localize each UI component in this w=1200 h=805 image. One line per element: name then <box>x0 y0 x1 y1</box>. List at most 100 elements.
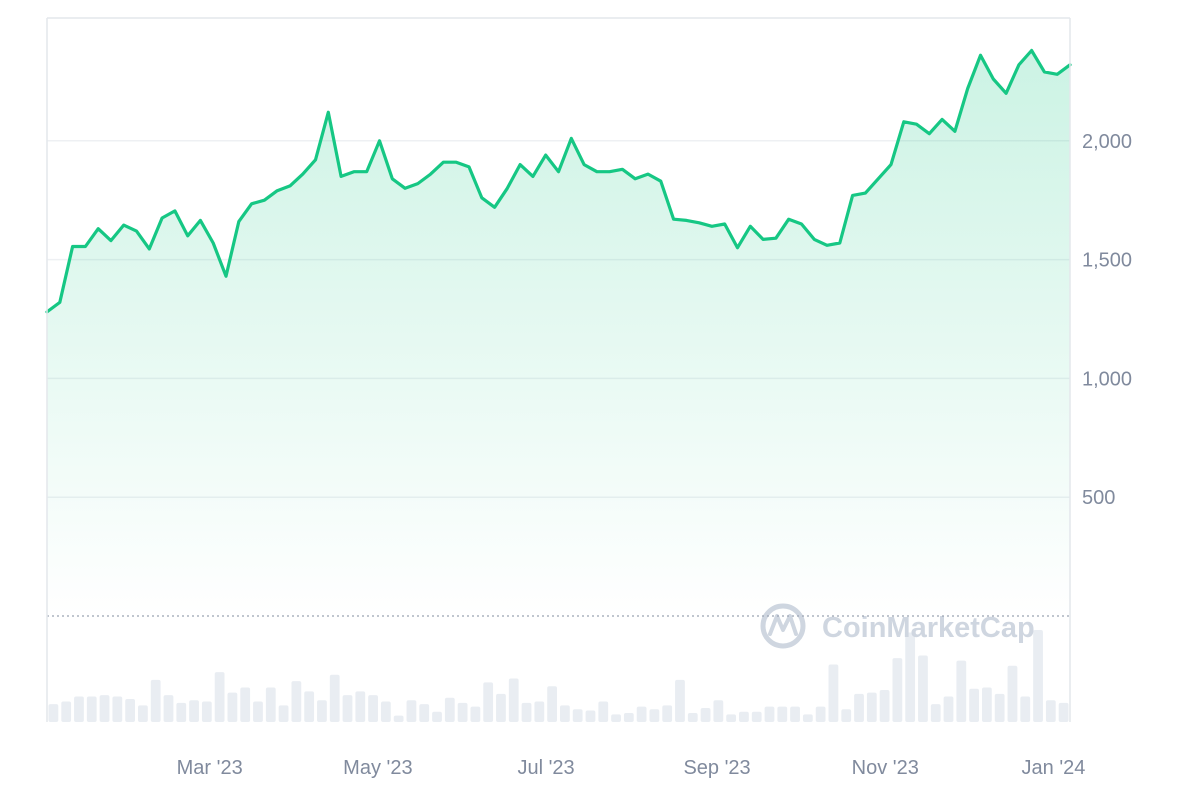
volume-bar <box>751 711 762 722</box>
volume-bar <box>649 709 660 722</box>
volume-bar <box>496 693 506 722</box>
volume-bar <box>905 632 916 722</box>
volume-bar <box>508 678 519 722</box>
x-tick-label: Sep '23 <box>683 757 750 779</box>
volume-bar <box>547 686 557 722</box>
volume-bar <box>317 700 327 722</box>
x-axis-ticks: Mar '23 May '23 Jul '23 Sep '23 Nov '23 Jan '… <box>177 757 1086 779</box>
x-tick-label: Jul '23 <box>517 757 574 779</box>
volume-bar <box>1045 700 1056 722</box>
volume-bar <box>534 701 545 722</box>
volume-bar <box>86 696 97 722</box>
volume-bar <box>176 702 187 722</box>
plot-frame <box>46 17 1071 722</box>
volume-bar <box>828 664 839 722</box>
volume-bar <box>61 701 72 722</box>
volume-bar <box>994 693 1005 722</box>
price-area-fill <box>47 50 1070 616</box>
volume-bar <box>943 696 954 722</box>
volume-bar <box>150 679 161 722</box>
volume-bar <box>1020 696 1031 722</box>
volume-bars <box>48 630 1069 722</box>
y-tick-label: 1,000 <box>1082 368 1132 390</box>
volume-bar <box>419 704 430 722</box>
volume-bar <box>355 691 366 722</box>
volume-bar <box>636 706 647 722</box>
volume-bar <box>74 696 84 722</box>
volume-bar <box>470 706 481 722</box>
y-tick-label: 500 <box>1082 487 1115 509</box>
volume-bar <box>956 660 967 722</box>
volume-bar <box>393 715 404 722</box>
volume-bar <box>304 691 315 722</box>
volume-bar <box>930 704 941 722</box>
volume-bar <box>380 701 391 722</box>
volume-bar <box>1058 702 1069 722</box>
x-tick-label: Nov '23 <box>852 757 919 779</box>
volume-bar <box>572 709 583 722</box>
y-tick-label: 1,500 <box>1082 250 1132 272</box>
price-area <box>45 48 1072 617</box>
volume-bar <box>854 693 864 722</box>
volume-bar <box>726 714 737 722</box>
volume-bar <box>802 714 813 722</box>
volume-bar <box>163 695 174 722</box>
volume-bar <box>457 702 468 722</box>
volume-bar <box>713 700 724 722</box>
volume-bar <box>866 692 877 722</box>
volume-bar <box>99 695 110 722</box>
volume-bar <box>790 706 800 722</box>
volume-bar <box>969 688 979 722</box>
volume-bar <box>623 713 634 722</box>
volume-bar <box>700 707 711 722</box>
price-line <box>45 48 1072 314</box>
volume-bar <box>240 687 251 722</box>
volume-bar <box>892 658 903 722</box>
y-axis-ticks: 500 1,000 1,500 2,000 <box>1082 131 1132 509</box>
volume-bar <box>560 705 570 722</box>
volume-bar <box>598 701 609 722</box>
y-tick-label: 2,000 <box>1082 131 1132 153</box>
volume-bar <box>662 705 673 722</box>
volume-bar <box>189 700 199 722</box>
x-tick-label: Jan '24 <box>1022 757 1086 779</box>
volume-bar <box>227 692 238 722</box>
volume-bar <box>265 687 276 722</box>
volume-bar <box>342 695 353 722</box>
volume-bar <box>368 695 378 722</box>
volume-bar <box>918 655 928 722</box>
volume-bar <box>201 701 212 722</box>
volume-bar <box>1007 665 1018 722</box>
volume-bar <box>253 701 263 722</box>
volume-bar <box>444 697 455 722</box>
volume-bar <box>291 681 302 722</box>
volume-bar <box>879 690 890 722</box>
volume-bar <box>675 679 685 722</box>
volume-bar <box>981 687 992 722</box>
volume-bar <box>125 699 136 722</box>
volume-bar <box>841 709 852 722</box>
watermark: CoinMarketCap <box>760 603 1035 649</box>
volume-bar <box>739 711 749 722</box>
volume-bar <box>406 700 417 722</box>
volume-bar <box>611 714 621 722</box>
volume-bar <box>777 706 788 722</box>
volume-bar <box>764 706 775 722</box>
volume-bar <box>585 710 596 722</box>
volume-bar <box>214 672 225 722</box>
volume-bar <box>521 702 532 722</box>
volume-bar <box>432 711 442 722</box>
volume-bar <box>687 713 698 722</box>
x-tick-label: Mar '23 <box>177 757 243 779</box>
volume-bar <box>48 704 59 722</box>
volume-bar <box>138 705 148 722</box>
watermark-text: CoinMarketCap <box>822 612 1035 644</box>
volume-bar <box>1033 630 1043 722</box>
x-tick-label: May '23 <box>343 757 412 779</box>
volume-bar <box>278 705 289 722</box>
volume-bar <box>815 706 826 722</box>
volume-bar <box>329 674 340 722</box>
volume-bar <box>112 696 123 722</box>
